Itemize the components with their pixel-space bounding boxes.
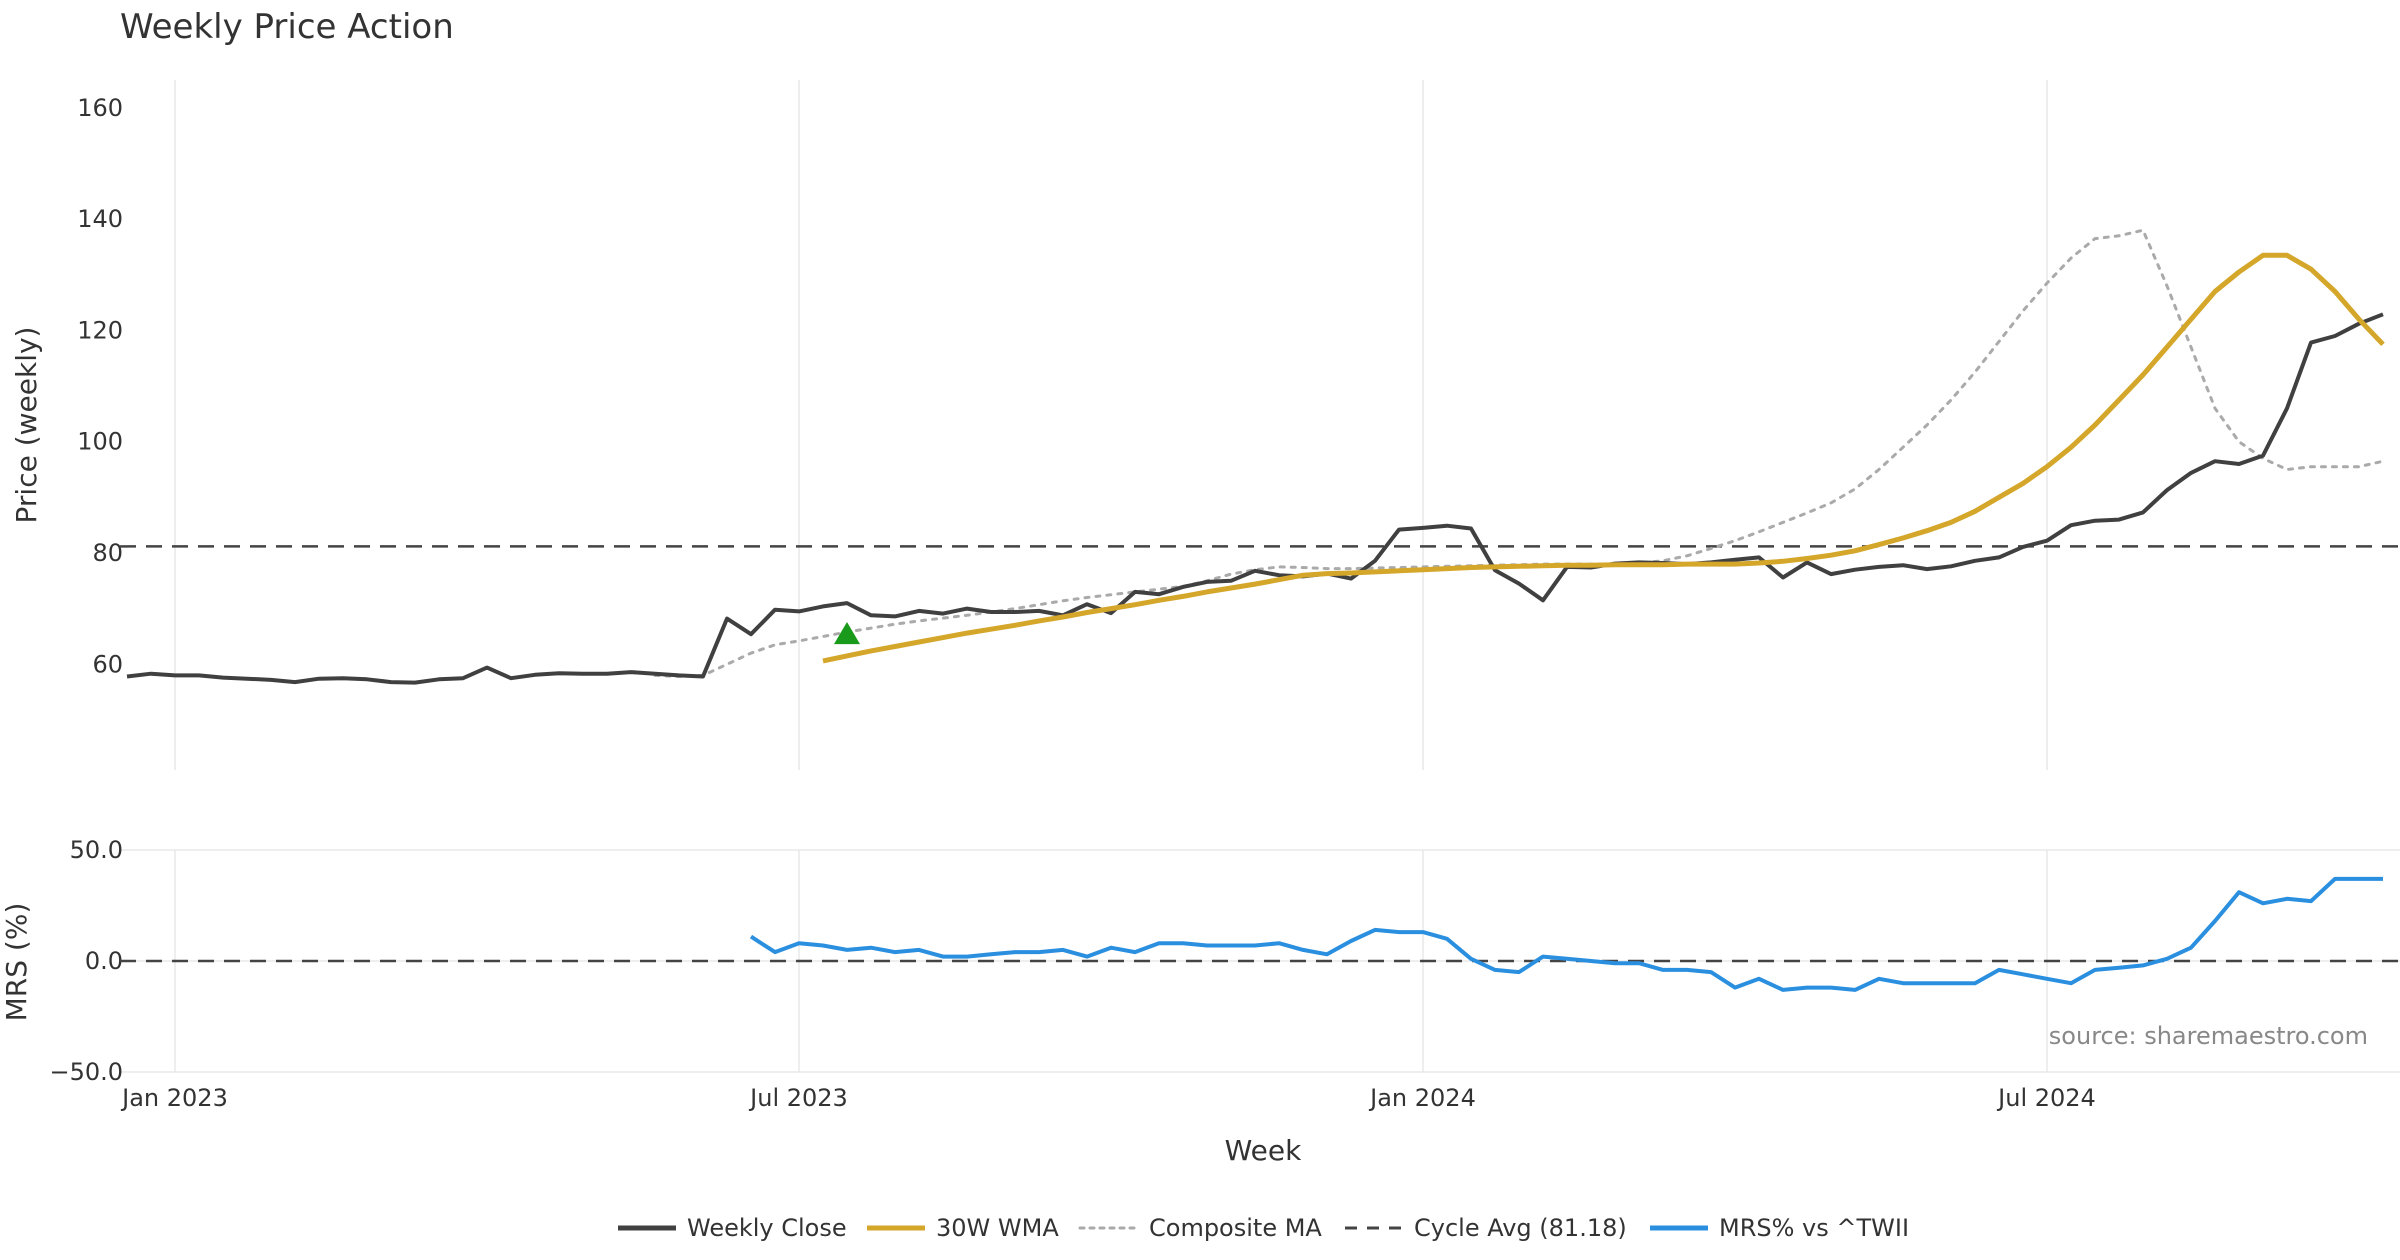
legend-label: 30W WMA [936, 1214, 1059, 1242]
legend-label: MRS% vs ^TWII [1719, 1214, 1909, 1242]
price-y-tick-label: 100 [77, 428, 123, 456]
mrs-y-axis-title: MRS (%) [0, 903, 33, 1022]
price-y-axis-title: Price (weekly) [10, 327, 43, 524]
composite-ma-line [653, 228, 2385, 679]
weekly-close-line [126, 312, 2384, 685]
legend-label: Cycle Avg (81.18) [1414, 1214, 1627, 1242]
signal-markers [834, 621, 860, 645]
price-y-axis-ticks: 60 80 100 120 140 160 [77, 94, 123, 678]
x-tick-label: Jan 2024 [1368, 1084, 1476, 1112]
price-y-tick-label: 60 [92, 650, 123, 678]
x-tick-label: Jan 2023 [120, 1084, 228, 1112]
mrs-y-axis-ticks: 50.0 0.0 −50.0 [49, 836, 123, 1086]
mrs-line [749, 876, 2383, 992]
x-tick-label: Jul 2024 [1996, 1084, 2096, 1112]
price-panel-grid [174, 80, 2048, 770]
mrs-y-tick-label: 50.0 [70, 836, 123, 864]
mrs-y-tick-label: −50.0 [49, 1058, 123, 1086]
buy-signal-marker [834, 621, 860, 645]
legend-label: Composite MA [1149, 1214, 1322, 1242]
x-tick-label: Jul 2023 [748, 1084, 848, 1112]
price-y-tick-label: 160 [77, 94, 123, 122]
x-axis-title: Week [1225, 1134, 1302, 1167]
legend-label: Weekly Close [687, 1214, 847, 1242]
price-y-tick-label: 140 [77, 205, 123, 233]
source-annotation: source: sharemaestro.com [2049, 1022, 2368, 1050]
wma-30w-line [822, 252, 2385, 664]
price-y-tick-label: 120 [77, 316, 123, 344]
chart-title: Weekly Price Action [120, 7, 454, 47]
legend: Weekly Close 30W WMA Composite MA Cycle Avg… [618, 1214, 1909, 1242]
price-y-tick-label: 80 [92, 539, 123, 567]
mrs-y-tick-label: 0.0 [85, 947, 123, 975]
